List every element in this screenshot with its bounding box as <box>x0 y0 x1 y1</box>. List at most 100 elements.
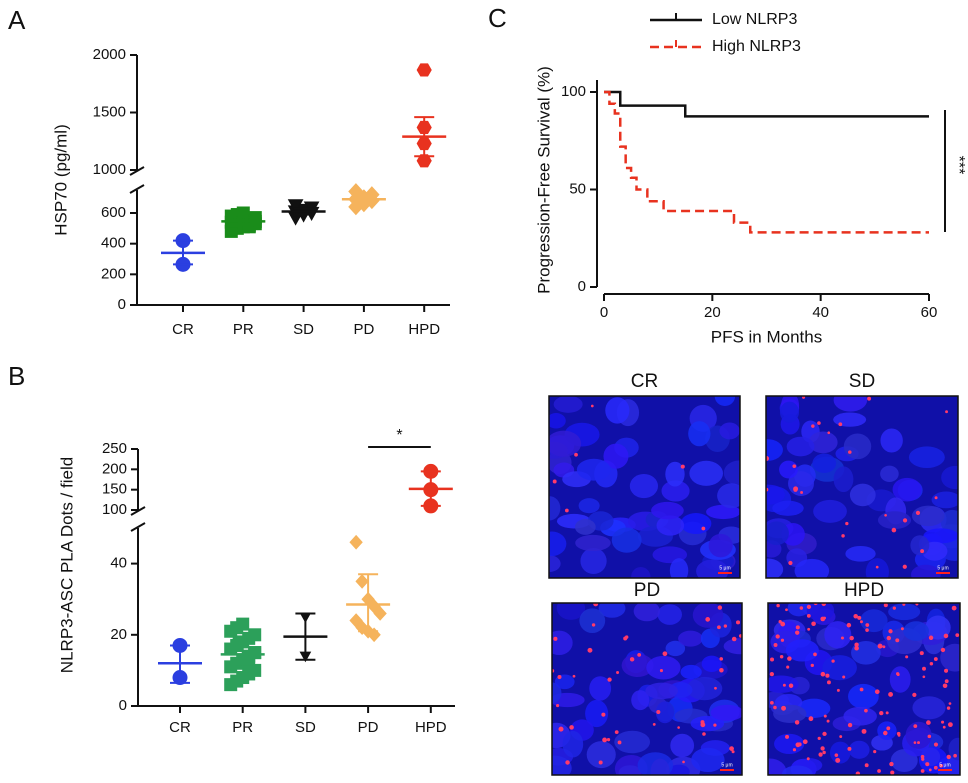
pla-dot <box>565 760 570 765</box>
pla-dot <box>831 659 835 663</box>
y-tick-label: 0 <box>119 697 127 714</box>
pla-dot <box>885 711 889 715</box>
nucleus <box>691 747 725 773</box>
pla-dot <box>637 652 642 657</box>
point <box>355 574 369 589</box>
nucleus <box>880 428 903 453</box>
pla-dot <box>944 668 949 673</box>
pla-dot <box>943 633 949 639</box>
nucleus <box>779 401 799 423</box>
nucleus <box>574 519 596 535</box>
pla-dot <box>890 770 895 775</box>
nucleus <box>833 466 854 493</box>
pla-dot <box>915 510 921 516</box>
pla-dot <box>840 636 844 640</box>
nucleus <box>690 715 725 732</box>
nucleus <box>786 436 815 457</box>
pla-dot <box>913 724 918 728</box>
pla-dot <box>874 689 880 695</box>
pla-dot <box>705 617 711 622</box>
pla-dot <box>913 741 917 744</box>
nucleus <box>833 412 867 427</box>
nucleus <box>766 521 789 546</box>
pla-dot <box>817 421 821 425</box>
survival-curve <box>604 90 929 118</box>
pla-dot <box>823 714 827 718</box>
y-tick-label: 250 <box>102 440 127 457</box>
pla-dot <box>951 605 957 611</box>
nucleus <box>794 558 830 578</box>
pla-dot <box>912 692 917 698</box>
pla-dot <box>902 564 907 569</box>
pla-dot <box>569 725 574 730</box>
nucleus <box>903 621 930 641</box>
pla-dot <box>780 621 786 627</box>
nucleus <box>877 721 897 741</box>
point <box>349 534 363 550</box>
nucleus <box>848 740 870 759</box>
pla-dot <box>786 665 790 669</box>
nucleus <box>549 555 561 573</box>
nucleus <box>578 498 600 514</box>
pla-dot <box>680 464 685 469</box>
nucleus <box>912 696 946 720</box>
pla-dot <box>846 622 852 628</box>
pla-dot <box>738 634 742 638</box>
nucleus <box>779 460 798 479</box>
nucleus <box>668 764 690 775</box>
point <box>373 606 387 621</box>
pla-dot <box>792 748 797 752</box>
nucleus <box>553 396 583 413</box>
nucleus <box>589 676 612 701</box>
nucleus <box>562 730 584 758</box>
nucleus <box>940 509 958 534</box>
pla-dot <box>800 491 804 494</box>
nucleus <box>575 534 611 552</box>
pla-dot <box>886 726 891 731</box>
pla-dot <box>723 624 728 628</box>
x-tick-label: 0 <box>600 304 608 321</box>
nucleus <box>910 564 941 578</box>
pla-dot <box>933 657 938 661</box>
nucleus <box>717 483 740 509</box>
nucleus <box>911 505 945 527</box>
nucleus <box>549 412 566 429</box>
nucleus <box>910 535 930 556</box>
pla-dot <box>947 722 953 728</box>
nucleus <box>706 504 740 520</box>
pla-dot <box>825 673 830 678</box>
nucleus <box>556 603 586 620</box>
pla-dot <box>865 628 869 632</box>
pla-dot <box>624 635 629 639</box>
nucleus <box>723 638 742 655</box>
nucleus <box>766 439 783 461</box>
pla-dot <box>822 731 827 737</box>
pla-dot <box>946 754 951 760</box>
pla-dot <box>934 496 938 500</box>
nucleus <box>586 741 616 769</box>
nucleus <box>723 460 740 486</box>
nucleus <box>849 483 876 507</box>
x-tick-label: PR <box>233 321 254 338</box>
nucleus <box>710 704 742 721</box>
nucleus <box>781 765 813 775</box>
nucleus <box>948 737 960 761</box>
nucleus <box>925 615 951 640</box>
pla-dot <box>662 651 668 657</box>
pla-dot <box>883 603 888 608</box>
y-axis-label: NLRP3-ASC PLA Dots / field <box>57 457 76 673</box>
pla-dot <box>779 654 784 659</box>
pla-dot <box>591 623 596 627</box>
pla-dot <box>889 761 894 767</box>
nucleus <box>940 643 960 672</box>
nucleus <box>651 501 684 520</box>
pla-dot <box>780 638 785 642</box>
pla-dot <box>834 753 839 757</box>
nucleus <box>580 547 607 575</box>
pla-dot <box>795 630 800 635</box>
pla-dot <box>555 703 560 708</box>
pla-dot <box>782 683 786 687</box>
pla-dot <box>859 687 864 692</box>
nucleus <box>585 699 609 728</box>
